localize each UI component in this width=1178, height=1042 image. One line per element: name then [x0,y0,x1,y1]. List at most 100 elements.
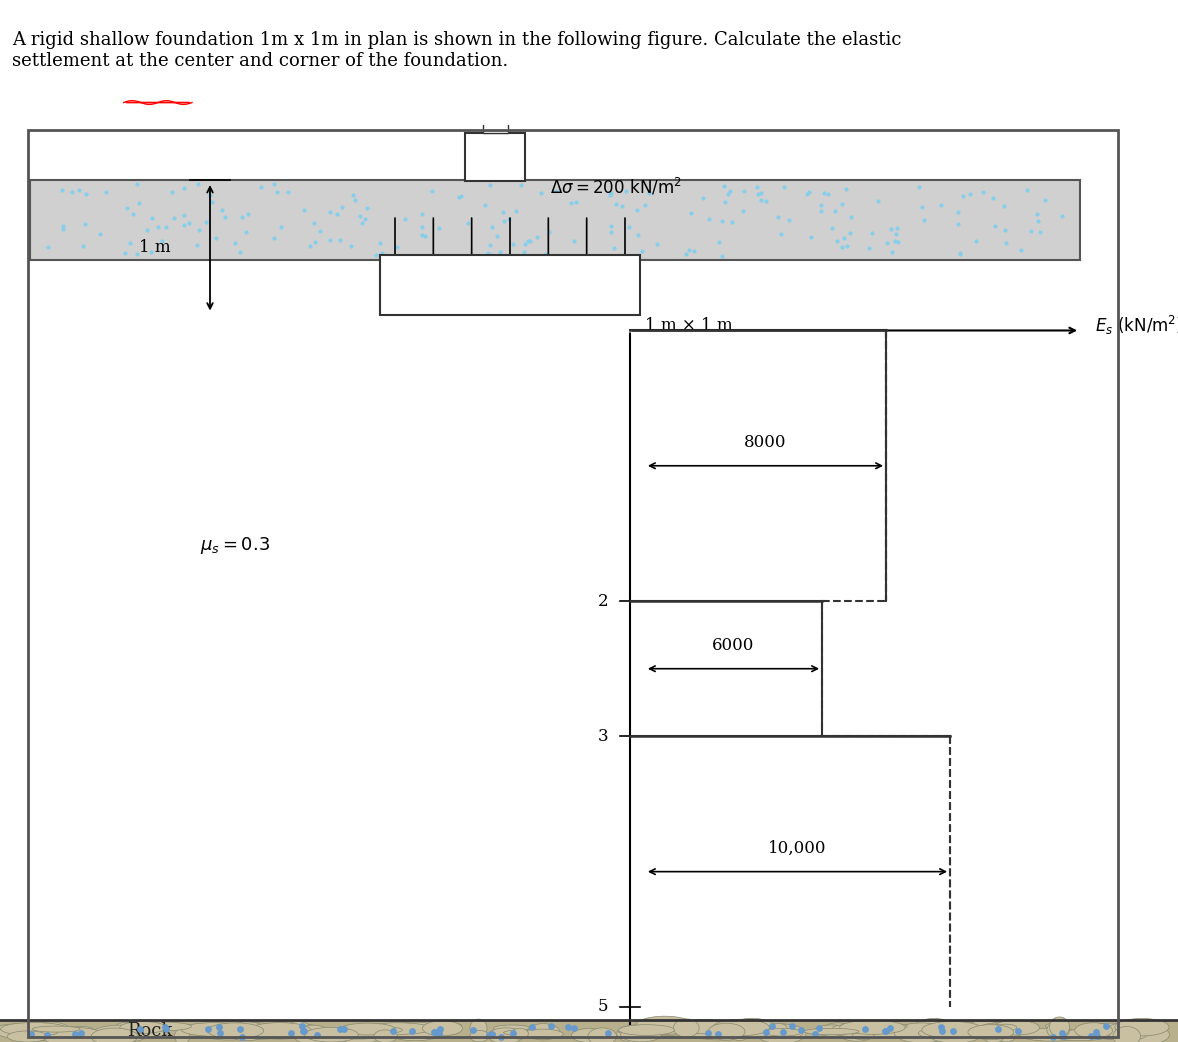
Point [294,1022,313,1039]
Point [629,226,648,243]
Point [233,208,252,225]
Point [561,195,580,212]
Ellipse shape [853,1032,908,1038]
Point [749,185,768,202]
Point [1044,1028,1063,1042]
Point [856,1021,875,1038]
Point [330,231,349,248]
Point [464,1022,483,1039]
Point [388,239,406,255]
Point [676,245,695,262]
Point [53,182,72,199]
Point [232,1028,251,1042]
Ellipse shape [305,1027,358,1042]
Ellipse shape [231,1024,280,1031]
Point [812,197,830,214]
Point [515,244,534,260]
Ellipse shape [37,1027,59,1035]
Point [752,184,770,201]
Point [70,181,88,198]
Point [77,185,95,202]
Ellipse shape [621,1027,661,1042]
Point [518,232,537,249]
Ellipse shape [87,1031,110,1038]
Ellipse shape [769,1023,788,1036]
Text: $\Delta\sigma = 200\ \mathrm{kN/m^2}$: $\Delta\sigma = 200\ \mathrm{kN/m^2}$ [550,177,682,198]
Point [620,219,638,235]
Ellipse shape [706,1027,748,1036]
Point [565,232,584,249]
Text: 1 m × 1 m: 1 m × 1 m [646,317,733,334]
Point [190,222,209,239]
Point [265,229,284,246]
Point [499,210,518,227]
Point [75,216,94,232]
Text: 5: 5 [597,998,608,1015]
Point [449,189,468,205]
Ellipse shape [174,1028,190,1042]
Ellipse shape [618,1024,675,1036]
Point [226,234,245,251]
Point [708,1026,727,1042]
Ellipse shape [915,1018,953,1036]
Point [633,243,651,259]
Point [293,1022,312,1039]
Point [199,1020,218,1037]
Point [267,183,286,200]
Point [540,223,558,240]
Point [1021,223,1040,240]
Ellipse shape [239,1022,272,1035]
Point [985,218,1004,234]
Point [932,1019,951,1036]
Point [121,234,140,251]
Point [838,238,856,254]
Point [814,184,833,201]
Point [494,203,512,220]
Point [62,183,81,200]
Ellipse shape [763,1028,801,1036]
Point [357,200,376,217]
Ellipse shape [1074,1023,1112,1038]
Point [503,235,522,252]
Point [974,183,993,200]
Point [188,176,207,193]
Point [424,1024,443,1041]
Ellipse shape [630,1026,648,1042]
Point [636,196,655,213]
Ellipse shape [674,1019,700,1037]
Ellipse shape [335,1032,384,1039]
Point [762,1018,781,1035]
Ellipse shape [866,1023,907,1029]
Point [954,188,973,204]
Point [960,185,979,202]
Point [1087,1027,1106,1042]
Ellipse shape [7,1031,48,1042]
Point [403,247,422,264]
Point [333,198,352,215]
Point [206,229,225,246]
Ellipse shape [838,1023,876,1041]
Point [481,176,499,193]
Ellipse shape [756,1024,806,1042]
Point [712,248,730,265]
Ellipse shape [226,1022,269,1041]
Point [782,1018,801,1035]
Ellipse shape [968,1024,1013,1040]
Ellipse shape [488,1027,523,1042]
Point [835,230,854,247]
Point [757,193,776,209]
Point [370,234,389,251]
Point [887,226,906,243]
Point [948,216,967,232]
Point [350,207,369,224]
Point [988,1021,1007,1038]
Ellipse shape [694,1032,752,1040]
Ellipse shape [933,1026,966,1042]
Ellipse shape [1052,1029,1110,1041]
Point [521,233,540,250]
Ellipse shape [31,1026,47,1034]
Text: Rock: Rock [127,1022,173,1040]
Point [772,226,790,243]
Point [884,244,902,260]
Point [833,239,852,255]
